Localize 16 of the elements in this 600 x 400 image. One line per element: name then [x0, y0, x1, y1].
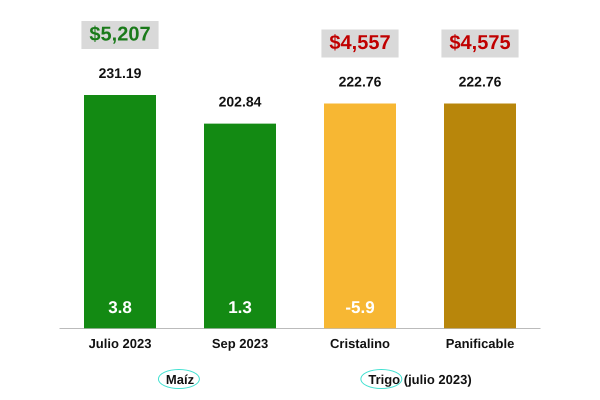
x-tick-label: Julio 2023: [88, 336, 152, 351]
data-label: 222.76: [338, 73, 382, 90]
annotation: 3.8: [108, 298, 132, 318]
x-tick-label: Panificable: [446, 336, 514, 351]
x-tick-label: Sep 2023: [212, 336, 268, 351]
text: $5,207: [89, 24, 151, 46]
data-label: 231.19: [98, 64, 142, 81]
data-label: 202.84: [218, 93, 262, 110]
text: Trigo (julio 2023): [368, 372, 472, 387]
annotation: 1.3: [228, 298, 252, 318]
x-tick-label: Cristalino: [330, 336, 390, 351]
text: $4,575: [449, 32, 511, 54]
text: Maíz: [166, 372, 194, 387]
data-label: 222.76: [458, 73, 502, 90]
text: $4,557: [329, 32, 391, 54]
annotation: -5.9: [345, 298, 375, 318]
